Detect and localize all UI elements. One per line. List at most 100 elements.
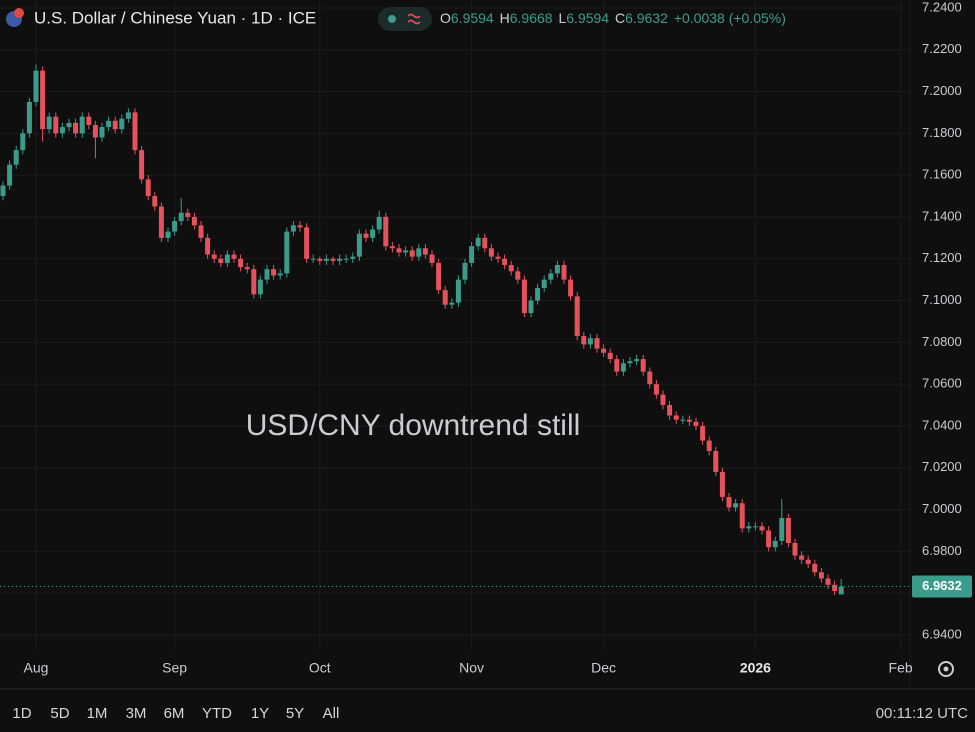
candle-body xyxy=(541,279,547,289)
range-button[interactable]: All xyxy=(323,705,340,722)
ohlc-value: 6.9594 xyxy=(566,10,609,26)
range-button[interactable]: 5Y xyxy=(286,705,304,722)
candle-body xyxy=(469,246,475,263)
candle-body xyxy=(568,279,574,297)
candle-body xyxy=(112,120,118,130)
candle-body xyxy=(455,279,461,303)
candle-body xyxy=(422,248,428,255)
y-tick-label: 7.1400 xyxy=(922,208,962,223)
candle-body xyxy=(198,225,204,238)
candle-body xyxy=(13,150,19,165)
flag-icon-badge xyxy=(14,8,24,18)
candle-body xyxy=(356,233,362,257)
status-dot xyxy=(388,15,396,23)
candle-body xyxy=(805,559,811,564)
candle-body xyxy=(680,419,686,421)
last-price-tag xyxy=(912,575,972,598)
y-tick-label: 7.0200 xyxy=(922,459,962,474)
range-button[interactable]: 1D xyxy=(12,705,31,722)
candle-body xyxy=(337,258,343,261)
candle-body xyxy=(673,415,679,420)
status-pill[interactable] xyxy=(378,7,432,31)
x-tick-label: Aug xyxy=(24,660,49,676)
y-tick-label: 7.2400 xyxy=(922,0,962,14)
candle-body xyxy=(33,70,39,102)
candle-body xyxy=(627,361,633,364)
candle-body xyxy=(310,258,316,260)
candle-body xyxy=(264,269,270,280)
range-button[interactable]: 5D xyxy=(50,705,69,722)
settings-icon[interactable] xyxy=(938,661,954,677)
candle-body xyxy=(99,127,105,138)
candle-body xyxy=(409,250,415,257)
range-button[interactable]: YTD xyxy=(202,705,232,722)
y-tick-label: 7.1800 xyxy=(922,125,962,140)
candle-body xyxy=(145,179,151,197)
candle-body xyxy=(86,116,92,125)
candle-body xyxy=(251,269,257,295)
range-button[interactable]: 1M xyxy=(87,705,108,722)
candle-body xyxy=(436,262,442,291)
candle-body xyxy=(7,164,13,186)
candles xyxy=(0,64,844,596)
candle-body xyxy=(521,279,527,314)
candle-body xyxy=(429,254,435,263)
candle-body xyxy=(396,248,402,253)
candle-body xyxy=(297,225,303,228)
candle-body xyxy=(53,116,59,134)
candle-body xyxy=(172,221,178,232)
candle-body xyxy=(244,267,250,270)
ohlc-value: 6.9632 xyxy=(625,10,668,26)
candle-body xyxy=(92,124,98,138)
candle-body xyxy=(185,212,191,217)
candle-body xyxy=(746,526,752,529)
candle-body xyxy=(653,384,659,395)
candle-body xyxy=(106,120,112,128)
candle-body xyxy=(0,185,6,197)
candle-body xyxy=(488,248,494,257)
candle-body xyxy=(607,352,613,360)
candle-body xyxy=(165,231,171,238)
x-tick-label: Nov xyxy=(459,660,484,676)
candle-body xyxy=(502,258,508,266)
range-button[interactable]: 6M xyxy=(164,705,185,722)
candle-body xyxy=(40,70,46,130)
candle-body xyxy=(343,258,349,260)
candle-body xyxy=(733,503,739,508)
y-tick-label: 7.1000 xyxy=(922,292,962,307)
candle-body xyxy=(508,265,514,272)
candle-body xyxy=(238,258,244,268)
candle-body xyxy=(363,233,369,238)
candle-body xyxy=(818,572,824,579)
candle-body xyxy=(290,225,296,232)
candle-body xyxy=(667,405,673,416)
y-tick-label: 6.9800 xyxy=(922,543,962,558)
candle-body xyxy=(515,271,521,280)
candle-body xyxy=(825,578,831,585)
x-tick-label: Sep xyxy=(162,660,187,676)
range-button[interactable]: 3M xyxy=(126,705,147,722)
candle-body xyxy=(304,227,310,259)
candle-body xyxy=(211,254,217,259)
range-button[interactable]: 1Y xyxy=(251,705,269,722)
candle-body xyxy=(640,359,646,372)
ohlc-value: 6.9668 xyxy=(510,10,553,26)
candle-body xyxy=(587,338,593,345)
ohlc-label: O xyxy=(440,10,451,26)
candle-body xyxy=(799,555,805,560)
y-tick-label: 7.1600 xyxy=(922,167,962,182)
candle-body xyxy=(370,229,376,238)
candle-body xyxy=(191,216,197,226)
candle-body xyxy=(389,246,395,249)
last-price-label: 6.9632 xyxy=(922,578,962,593)
candle-body xyxy=(46,116,52,130)
candle-body xyxy=(66,122,72,128)
candle-body xyxy=(601,348,607,353)
candle-body xyxy=(535,288,541,301)
candle-body xyxy=(284,231,290,274)
candle-body xyxy=(779,517,785,541)
x-tick-label: 2026 xyxy=(740,660,771,676)
candle-body xyxy=(495,256,501,259)
